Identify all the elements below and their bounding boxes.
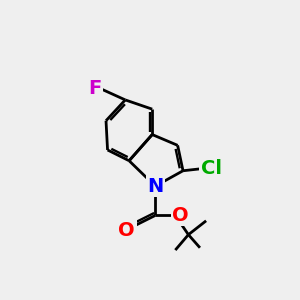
Text: O: O — [172, 206, 189, 225]
Text: O: O — [118, 220, 135, 239]
Text: Cl: Cl — [201, 159, 222, 178]
Text: F: F — [88, 79, 102, 98]
Text: N: N — [147, 177, 164, 196]
